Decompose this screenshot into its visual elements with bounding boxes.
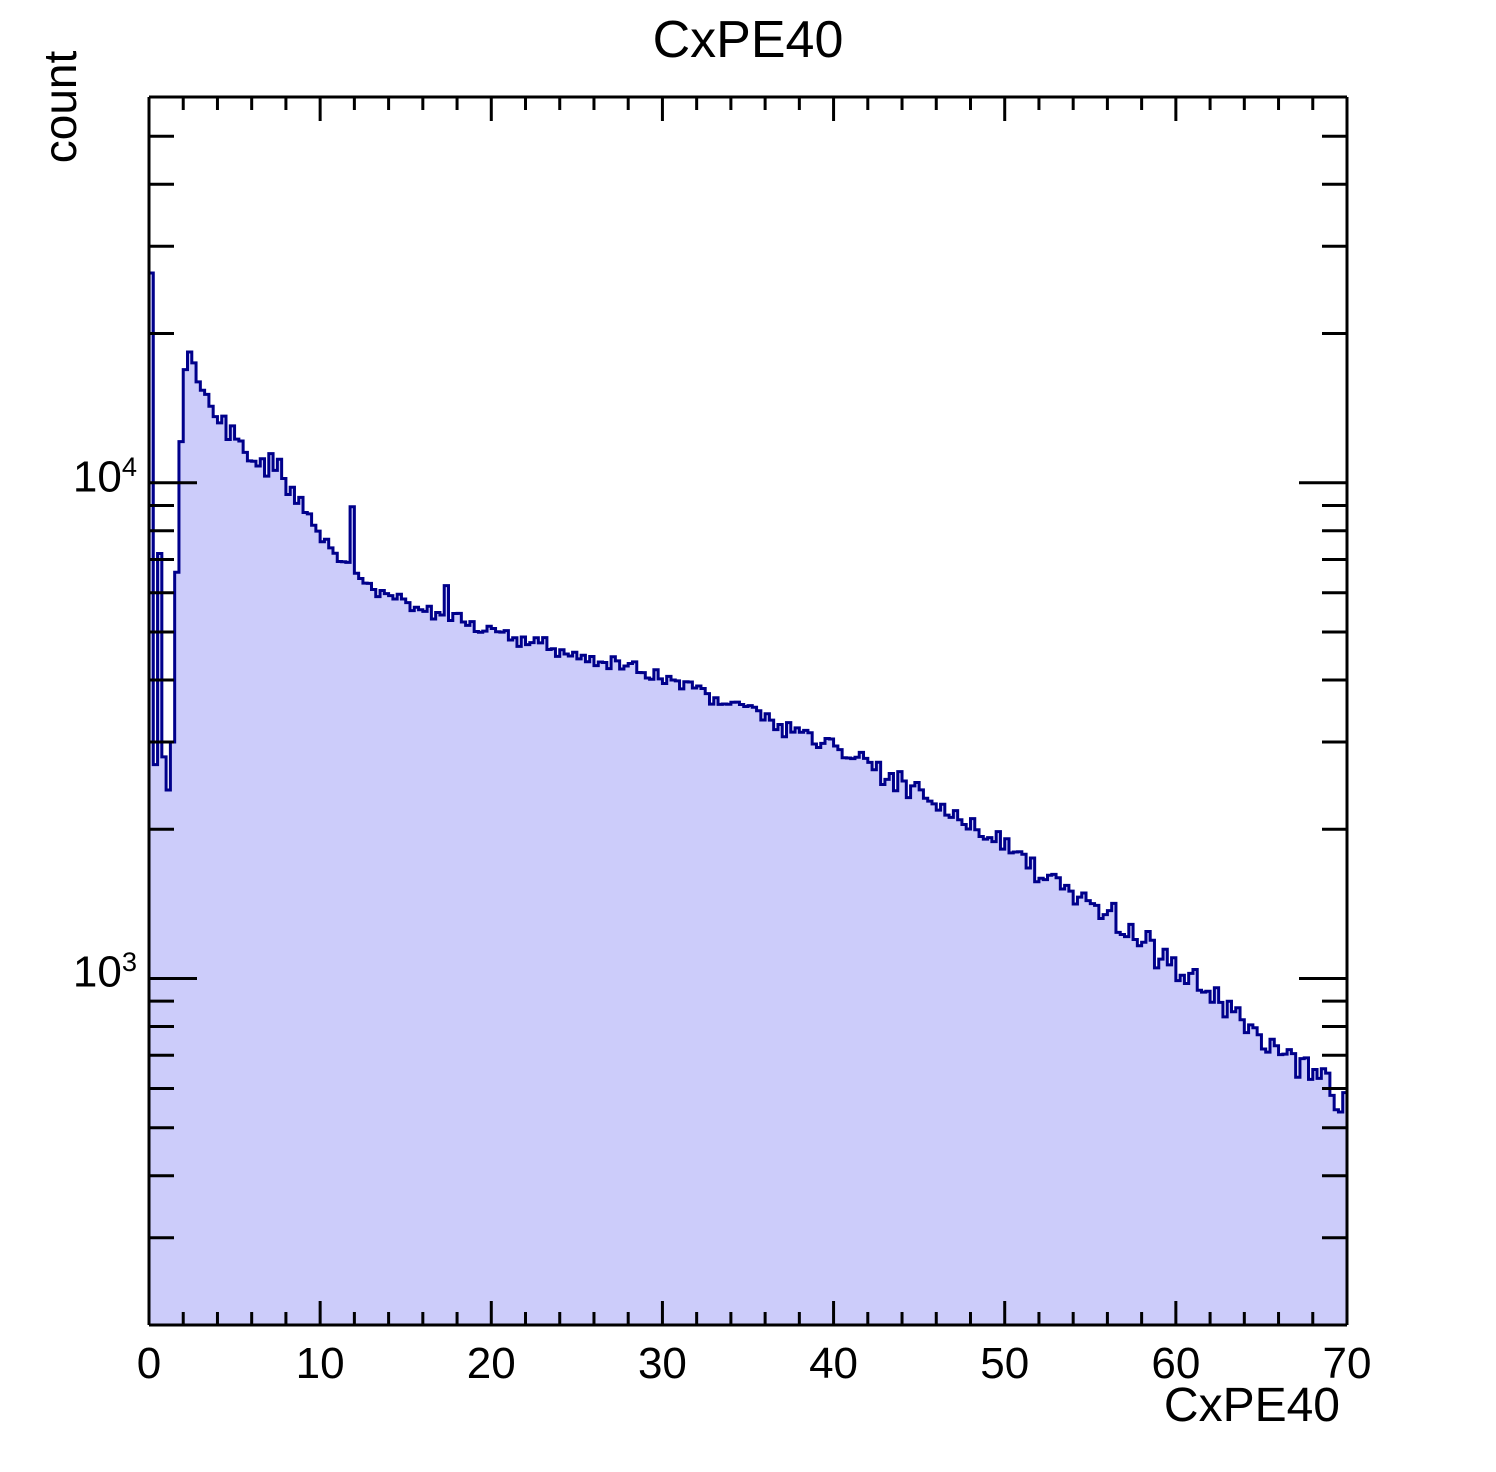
histogram-fill bbox=[149, 272, 1347, 1326]
x-tick-label: 60 bbox=[1151, 1339, 1201, 1388]
x-axis-title: CxPE40 bbox=[1163, 1379, 1340, 1432]
axis-frame bbox=[147, 95, 1349, 1327]
y-tick-label: 103 bbox=[72, 946, 137, 998]
histogram-step-line bbox=[149, 271, 1347, 1114]
histogram-outline bbox=[149, 271, 1347, 1114]
x-tick-label: 40 bbox=[809, 1339, 859, 1388]
x-tick-label: 70 bbox=[1322, 1339, 1372, 1388]
y-tick-label: 104 bbox=[72, 450, 137, 502]
x-tick-label: 20 bbox=[466, 1339, 516, 1388]
x-tick-label: 50 bbox=[980, 1339, 1030, 1388]
x-tick-label: 10 bbox=[295, 1339, 345, 1388]
page-title: CxPE40 bbox=[652, 11, 844, 69]
x-tick-label: 0 bbox=[136, 1339, 162, 1388]
x-tick-label: 30 bbox=[637, 1339, 687, 1388]
histogram-area bbox=[149, 272, 1347, 1326]
